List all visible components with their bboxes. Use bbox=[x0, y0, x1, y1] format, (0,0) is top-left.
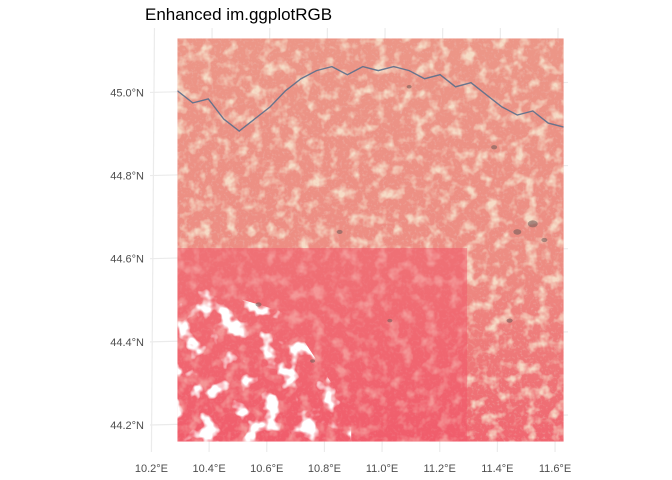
dark-patch-7 bbox=[387, 319, 392, 323]
dark-patch-8 bbox=[491, 145, 497, 149]
y-tick-label: 45.0°N bbox=[110, 87, 144, 99]
x-tick-label: 10.2°E bbox=[135, 463, 168, 475]
dark-patch-6 bbox=[310, 359, 315, 363]
x-tick-label: 11.6°E bbox=[539, 463, 571, 475]
dark-patch-5 bbox=[256, 302, 262, 306]
dark-patch-3 bbox=[507, 319, 513, 323]
dark-patch-4 bbox=[337, 230, 343, 234]
dark-patch-0 bbox=[528, 220, 538, 227]
x-tick-label: 11.4°E bbox=[481, 463, 513, 475]
x-tick-label: 11.0°E bbox=[366, 463, 398, 475]
x-tick-label: 10.6°E bbox=[250, 463, 283, 475]
y-tick-label: 44.2°N bbox=[110, 420, 144, 432]
x-tick-label: 11.2°E bbox=[424, 463, 456, 475]
x-tick-label: 10.8°E bbox=[308, 463, 341, 475]
y-tick-label: 44.6°N bbox=[110, 254, 144, 266]
y-tick-label: 44.4°N bbox=[110, 337, 144, 349]
dark-patch-1 bbox=[513, 229, 521, 235]
y-tick-label: 44.8°N bbox=[110, 171, 144, 183]
gridline-lon-0 bbox=[151, 28, 154, 452]
dark-patch-9 bbox=[407, 85, 412, 89]
dark-patch-2 bbox=[541, 238, 547, 242]
satellite-raster bbox=[177, 38, 563, 441]
x-tick-label: 10.4°E bbox=[193, 463, 226, 475]
